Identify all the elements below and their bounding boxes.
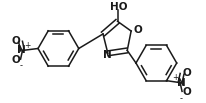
Text: HO: HO	[110, 2, 127, 12]
Text: O: O	[133, 25, 142, 35]
Text: N: N	[177, 78, 185, 88]
Text: O: O	[11, 55, 20, 65]
Text: O: O	[183, 68, 191, 78]
Text: -: -	[180, 94, 183, 103]
Text: N: N	[17, 45, 26, 55]
Text: -: -	[20, 61, 23, 70]
Text: O: O	[183, 87, 191, 97]
Text: +: +	[24, 41, 30, 50]
Text: +: +	[172, 73, 178, 82]
Text: N: N	[103, 50, 111, 60]
Text: O: O	[11, 36, 20, 46]
